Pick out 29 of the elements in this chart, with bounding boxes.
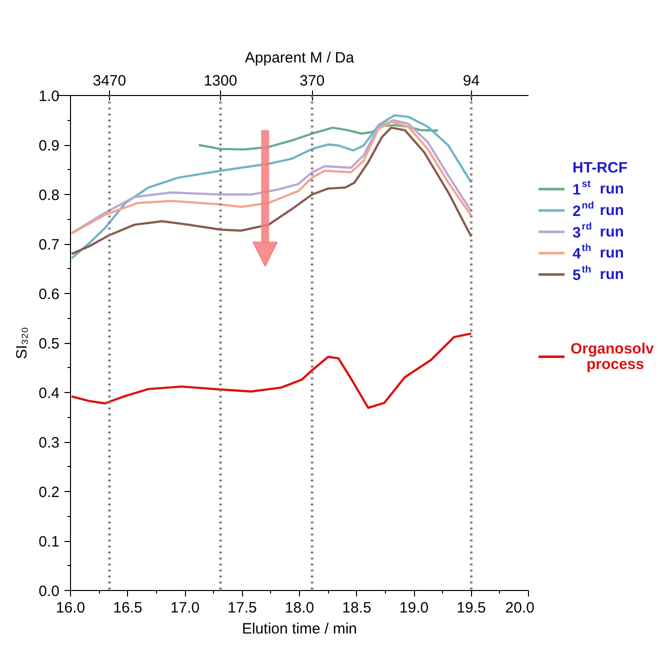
y-tick-label: 0.2: [38, 484, 60, 501]
y-tick-label: 0.4: [38, 385, 60, 402]
y-axis-title: SI₃₂₀: [14, 326, 31, 360]
x-tick-label: 17.0: [170, 600, 200, 616]
y-tick-label: 0.6: [38, 286, 60, 303]
annotation: 370: [300, 72, 325, 90]
y-tick-label: 1.0: [38, 88, 60, 105]
x-axis-title: Elution time / min: [242, 620, 358, 638]
y-tick-label: 0.1: [38, 534, 60, 550]
x-tick-label: 16.5: [113, 600, 142, 616]
y-tick-label: 0.0: [38, 583, 60, 600]
x-tick-label: 19.0: [399, 600, 429, 616]
legend-label: Organosolv process: [570, 340, 655, 373]
annotation: 1300: [204, 72, 238, 90]
x-tick-label: 19.5: [456, 600, 486, 616]
y-tick-label: 0.3: [38, 434, 60, 452]
y-tick-label: 0.5: [38, 336, 60, 352]
x-tick-label: 16.0: [56, 600, 86, 616]
x-tick-label: 18.5: [342, 600, 372, 616]
annotation: 94: [462, 72, 480, 90]
y-tick-label: 0.8: [38, 187, 60, 204]
y-tick-label: 0.9: [38, 138, 60, 154]
x2-axis-title: Apparent M / Da: [244, 50, 355, 66]
x-tick-label: 20.0: [505, 600, 535, 616]
legend-title: HT-RCF: [572, 159, 628, 176]
x-tick-label: 18.0: [284, 600, 314, 616]
annotation: 3470: [92, 72, 126, 90]
x-tick-label: 17.5: [228, 600, 257, 616]
y-tick-label: 0.7: [38, 236, 60, 254]
